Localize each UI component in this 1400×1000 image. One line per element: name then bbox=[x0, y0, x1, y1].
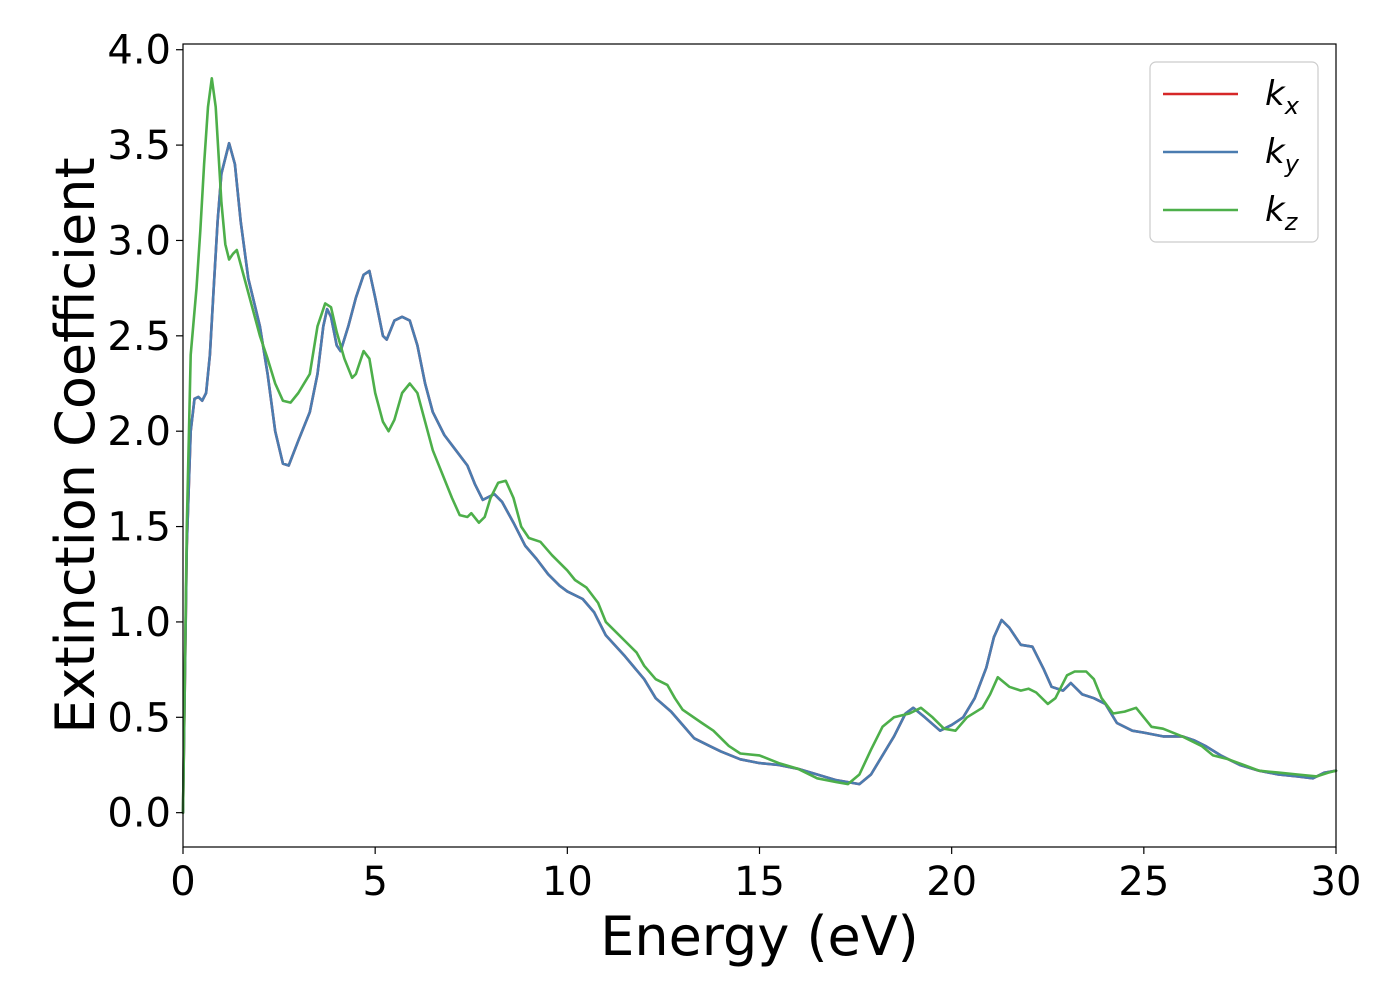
y-tick-label: 3.0 bbox=[107, 218, 171, 264]
y-tick-label: 1.5 bbox=[107, 505, 171, 551]
legend-label-main: k bbox=[1265, 74, 1286, 114]
legend-label-main: k bbox=[1265, 190, 1286, 230]
y-tick-label: 4.0 bbox=[107, 28, 171, 74]
legend-label-subscript: x bbox=[1284, 92, 1300, 120]
x-tick-label: 20 bbox=[926, 859, 977, 905]
legend-label-subscript: y bbox=[1284, 150, 1300, 178]
y-axis-label: Extinction Coefficient bbox=[44, 157, 107, 733]
y-axis: 0.0 0.5 1.0 1.5 2.0 2.5 3.0 3.5 4.0 bbox=[107, 28, 183, 837]
x-tick-label: 5 bbox=[362, 859, 387, 905]
x-tick-label: 10 bbox=[542, 859, 593, 905]
x-tick-label: 25 bbox=[1118, 859, 1169, 905]
legend-label-subscript: z bbox=[1284, 208, 1299, 236]
y-tick-label: 0.5 bbox=[107, 695, 171, 741]
x-axis: 0 5 10 15 20 25 30 bbox=[170, 847, 1361, 905]
legend-label-kz: kz bbox=[1265, 190, 1299, 236]
legend-label-main: k bbox=[1265, 132, 1286, 172]
legend-label-kx: kx bbox=[1265, 74, 1300, 120]
plot-lines bbox=[181, 77, 1338, 814]
y-tick-label: 1.0 bbox=[107, 600, 171, 646]
y-tick-label: 3.5 bbox=[107, 123, 171, 169]
series-line-kz bbox=[181, 77, 1338, 814]
legend-label-ky: ky bbox=[1265, 132, 1300, 178]
y-tick-label: 2.0 bbox=[107, 409, 171, 455]
series-line-ky bbox=[181, 141, 1338, 814]
x-tick-label: 30 bbox=[1311, 859, 1362, 905]
x-axis-label: Energy (eV) bbox=[600, 905, 919, 968]
y-tick-label: 2.5 bbox=[107, 314, 171, 360]
y-tick-label: 0.0 bbox=[107, 791, 171, 837]
x-tick-label: 0 bbox=[170, 859, 195, 905]
x-tick-label: 15 bbox=[734, 859, 785, 905]
